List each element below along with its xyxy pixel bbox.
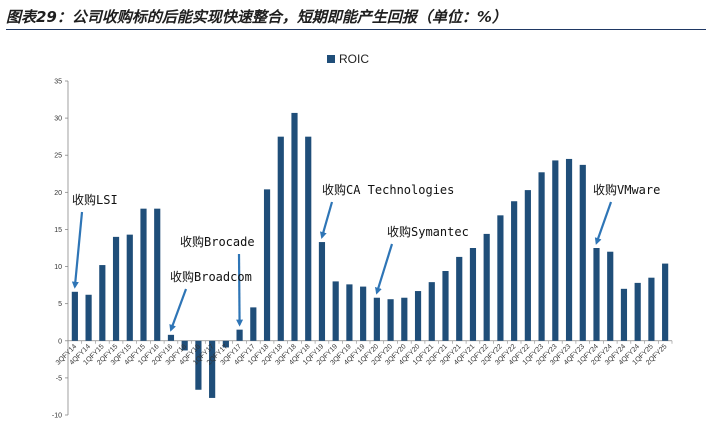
bar-1QFY23 bbox=[538, 172, 545, 341]
bar-3QFY20 bbox=[401, 297, 408, 341]
bar-3QFY22 bbox=[511, 201, 518, 341]
y-tick-label: 5 bbox=[58, 301, 62, 308]
bar-3QFY16 bbox=[181, 340, 188, 351]
bar-2QFY18 bbox=[277, 136, 284, 341]
bar-3QFY23 bbox=[565, 158, 573, 341]
bar-4QFY16 bbox=[195, 340, 202, 390]
annotation-arrow bbox=[236, 253, 244, 327]
bar-2QFY21 bbox=[442, 271, 449, 341]
bar-4QFY24 bbox=[634, 282, 641, 341]
bar-1QFY15 bbox=[99, 265, 106, 341]
y-tick-label: 15 bbox=[54, 227, 62, 234]
bar-2QFY24 bbox=[607, 251, 614, 341]
bar-1QFY24 bbox=[593, 248, 600, 341]
bar-4QFY19 bbox=[360, 286, 367, 341]
bar-4QFY17 bbox=[250, 307, 257, 341]
bar-2QFY17 bbox=[222, 340, 229, 348]
bar-2QFY15 bbox=[112, 236, 120, 341]
annotation-label: 收购CA Technologies bbox=[322, 182, 454, 197]
annotation-arrow bbox=[375, 243, 394, 295]
annotation-label: 收购LSI bbox=[72, 192, 118, 207]
y-tick-label: 30 bbox=[54, 116, 62, 123]
bar-1QFY20 bbox=[373, 297, 380, 341]
legend: ROIC bbox=[327, 52, 369, 66]
title-divider bbox=[6, 29, 706, 30]
bar-3QFY19 bbox=[346, 284, 353, 341]
bar-3QFY17 bbox=[236, 329, 243, 341]
bar-4QFY23 bbox=[579, 164, 586, 341]
annotation-arrow bbox=[169, 288, 188, 332]
annotation-label: 收购Broadcom bbox=[170, 269, 252, 284]
bar-1QFY19 bbox=[318, 242, 326, 341]
y-tick-label: -5 bbox=[56, 375, 62, 382]
legend-swatch bbox=[327, 55, 335, 63]
annotation-label: 收购VMware bbox=[593, 182, 660, 197]
y-tick-label: 25 bbox=[54, 153, 62, 160]
bar-1QFY25 bbox=[648, 277, 655, 341]
annotation-arrow bbox=[319, 201, 334, 239]
annotation-arrow bbox=[71, 211, 84, 289]
bar-1QFY18 bbox=[263, 189, 271, 341]
y-tick-label: -10 bbox=[52, 413, 62, 420]
bar-3QFY21 bbox=[456, 256, 463, 341]
bar-2QFY23 bbox=[552, 160, 559, 341]
bar-1QFY17 bbox=[209, 340, 216, 398]
bar-4QFY20 bbox=[414, 291, 422, 341]
bar-3QFY18 bbox=[291, 112, 298, 341]
y-tick-label: 35 bbox=[54, 79, 62, 86]
bar-2QFY22 bbox=[497, 215, 504, 341]
bar-4QFY18 bbox=[305, 136, 312, 341]
y-tick-label: 10 bbox=[54, 264, 62, 271]
bar-1QFY16 bbox=[154, 208, 161, 341]
bar-2QFY20 bbox=[387, 299, 394, 341]
bar-2QFY25 bbox=[662, 263, 669, 341]
annotation-arrow bbox=[594, 201, 613, 245]
bar-2QFY19 bbox=[332, 281, 339, 341]
legend-label-roic: ROIC bbox=[339, 52, 369, 66]
figure-title: 图表29：公司收购标的后能实现快速整合，短期即能产生回报（单位：%） bbox=[6, 8, 507, 26]
bar-3QFY24 bbox=[620, 288, 628, 341]
bar-1QFY21 bbox=[428, 282, 435, 341]
bar-4QFY14 bbox=[85, 294, 92, 341]
bar-2QFY16 bbox=[167, 334, 175, 341]
y-tick-label: 0 bbox=[58, 338, 62, 345]
bar-4QFY22 bbox=[524, 190, 531, 341]
bar-3QFY14 bbox=[71, 291, 78, 341]
bar-4QFY15 bbox=[140, 208, 147, 341]
annotation-label: 收购Brocade bbox=[180, 234, 255, 249]
bar-4QFY21 bbox=[469, 248, 477, 341]
bar-1QFY22 bbox=[483, 233, 490, 341]
annotation-label: 收购Symantec bbox=[387, 224, 469, 239]
y-tick-label: 20 bbox=[54, 190, 62, 197]
bar-3QFY15 bbox=[126, 234, 133, 341]
